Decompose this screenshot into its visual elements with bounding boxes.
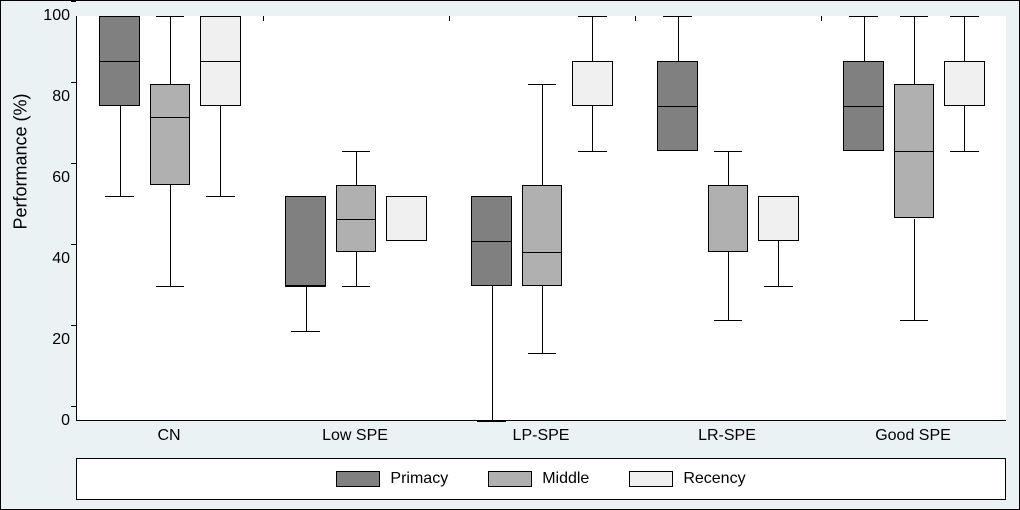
y-tick <box>71 244 76 245</box>
whisker-line <box>728 252 729 320</box>
whisker-cap <box>900 320 929 321</box>
whisker-line <box>964 106 965 151</box>
chart-panel: Performance (%) 020406080100 CNLow SPELP… <box>0 0 1020 510</box>
whisker-line <box>356 151 357 185</box>
whisker-line <box>964 16 965 61</box>
box-median <box>708 185 749 186</box>
legend-label: Primacy <box>390 470 448 488</box>
whisker-line <box>356 252 357 286</box>
y-tick-label: 40 <box>52 250 70 268</box>
box-median <box>894 151 935 152</box>
legend-swatch <box>336 471 380 487</box>
box-median <box>572 61 613 62</box>
whisker-line <box>542 286 543 353</box>
whisker-line <box>678 16 679 61</box>
box-median <box>336 219 377 220</box>
whisker-line <box>220 106 221 196</box>
legend-item: Recency <box>629 470 745 488</box>
box <box>572 61 613 106</box>
x-tick-top <box>449 16 450 21</box>
whisker-line <box>864 16 865 61</box>
box-median <box>471 241 512 242</box>
x-tick-label: CN <box>157 427 180 445</box>
y-axis-ticks: 020406080100 <box>1 16 76 421</box>
y-tick-label: 100 <box>43 7 70 25</box>
whisker-cap <box>950 16 979 17</box>
x-tick-label: LR-SPE <box>698 427 756 445</box>
whisker-cap <box>714 320 743 321</box>
whisker-cap <box>578 151 607 152</box>
y-tick-label: 60 <box>52 169 70 187</box>
whisker-cap <box>156 286 185 287</box>
whisker-line <box>914 219 915 320</box>
y-tick-label: 80 <box>52 88 70 106</box>
whisker-cap <box>578 16 607 17</box>
whisker-line <box>120 106 121 196</box>
x-tick-label: Good SPE <box>875 427 951 445</box>
y-tick <box>71 325 76 326</box>
whisker-line <box>306 286 307 331</box>
x-tick-top <box>635 16 636 21</box>
box <box>758 196 799 241</box>
x-tick-top <box>263 16 264 21</box>
whisker-line <box>914 16 915 84</box>
box <box>386 196 427 241</box>
whisker-cap <box>764 286 793 287</box>
box-median <box>200 61 241 62</box>
whisker-cap <box>663 16 692 17</box>
whisker-cap <box>105 196 134 197</box>
plot-area <box>76 16 1006 421</box>
legend: Primacy Middle Recency <box>76 458 1006 500</box>
box-median <box>843 106 884 107</box>
whisker-line <box>728 151 729 185</box>
whisker-cap <box>528 353 557 354</box>
legend-label: Recency <box>683 470 745 488</box>
box <box>708 185 749 252</box>
box <box>285 196 326 286</box>
box-median <box>657 106 698 107</box>
whisker-line <box>592 16 593 61</box>
whisker-cap <box>477 421 506 422</box>
whisker-cap <box>342 151 371 152</box>
x-tick-top <box>821 16 822 21</box>
box-median <box>758 196 799 197</box>
y-tick-label: 20 <box>52 331 70 349</box>
y-tick <box>71 406 76 407</box>
box <box>150 84 191 185</box>
y-tick <box>71 1 76 2</box>
whisker-line <box>592 106 593 151</box>
whisker-cap <box>156 16 185 17</box>
legend-item: Primacy <box>336 470 448 488</box>
legend-label: Middle <box>542 470 589 488</box>
y-tick-label: 0 <box>61 412 70 430</box>
box-median <box>99 61 140 62</box>
whisker-line <box>492 286 493 421</box>
y-tick <box>71 82 76 83</box>
whisker-cap <box>849 16 878 17</box>
legend-swatch <box>629 471 673 487</box>
whisker-cap <box>206 196 235 197</box>
box-median <box>386 196 427 197</box>
whisker-line <box>542 84 543 185</box>
whisker-cap <box>528 84 557 85</box>
box-median <box>944 61 985 62</box>
whisker-line <box>778 241 779 286</box>
whisker-cap <box>950 151 979 152</box>
legend-item: Middle <box>488 470 589 488</box>
box-median <box>150 117 191 118</box>
x-tick-label: Low SPE <box>322 427 388 445</box>
y-tick <box>71 163 76 164</box>
whisker-line <box>170 16 171 84</box>
whisker-line <box>170 185 171 286</box>
whisker-cap <box>342 286 371 287</box>
box <box>944 61 985 106</box>
whisker-cap <box>900 16 929 17</box>
whisker-cap <box>714 151 743 152</box>
whisker-cap <box>291 331 320 332</box>
x-tick-label: LP-SPE <box>513 427 570 445</box>
legend-swatch <box>488 471 532 487</box>
box-median <box>522 252 563 253</box>
box <box>522 185 563 286</box>
